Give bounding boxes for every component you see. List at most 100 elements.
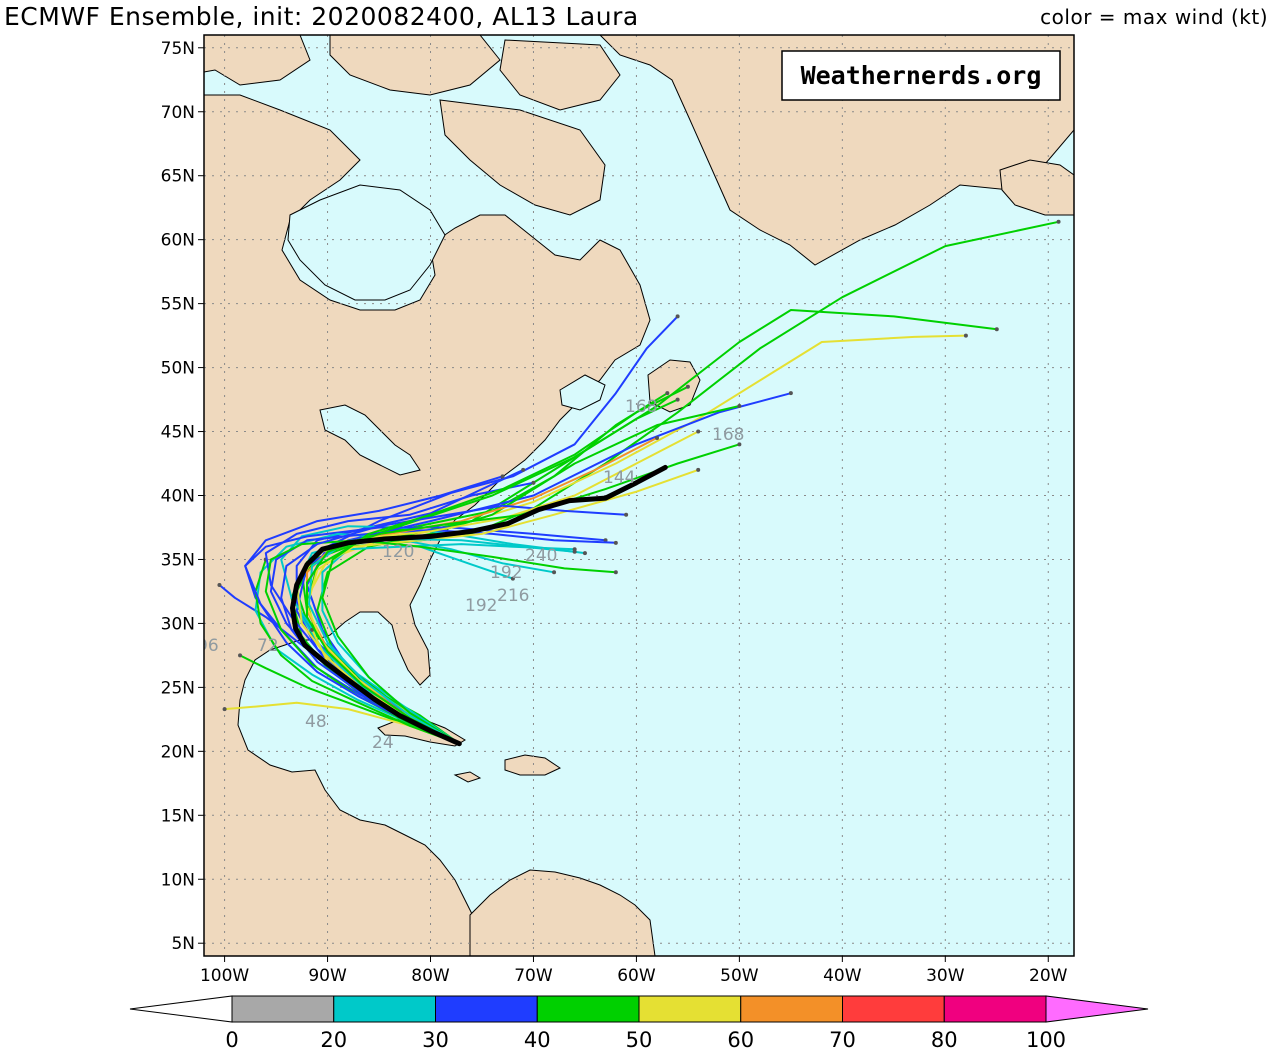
hour-label: 216	[497, 586, 529, 606]
lon-tick-label: 60W	[617, 966, 656, 986]
colorbar-label: 40	[524, 1028, 551, 1052]
arctic-island-3	[499, 39, 621, 111]
map-title: ECMWF Ensemble, init: 2020082400, AL13 L…	[4, 2, 639, 31]
ensemble-member-track	[280, 504, 627, 745]
track-end-point	[521, 467, 526, 472]
lat-tick-label: 75N	[161, 39, 195, 59]
colorbar-label: 80	[931, 1028, 958, 1052]
track-end-point	[572, 549, 577, 554]
lat-tick-label: 10N	[161, 870, 195, 890]
colorbar-label: 30	[422, 1028, 449, 1052]
colorbar-label: 60	[727, 1028, 754, 1052]
track-end-point	[994, 327, 999, 332]
track-end-point	[552, 570, 557, 575]
colorbar-label: 100	[1026, 1028, 1066, 1052]
ensemble-member-track	[244, 475, 503, 745]
hour-label: 192	[465, 596, 497, 616]
track-end-point	[238, 653, 243, 658]
hour-label: 192	[490, 563, 522, 583]
lat-tick-label: 70N	[161, 103, 195, 123]
lat-tick-label: 20N	[161, 742, 195, 762]
lat-tick-label: 15N	[161, 806, 195, 826]
colorbar-low-arrow	[129, 995, 233, 1023]
lat-tick-label: 35N	[161, 550, 195, 570]
track-end-point	[675, 397, 680, 402]
ensemble-tracks	[217, 219, 1061, 747]
lon-tick-label: 30W	[926, 966, 965, 986]
colorbar-segment	[536, 995, 640, 1023]
track-end-point	[603, 538, 608, 543]
lat-tick-label: 55N	[161, 295, 195, 315]
hour-label: 48	[305, 712, 327, 732]
colorbar-label: 70	[829, 1028, 856, 1052]
colorbar-label: 20	[320, 1028, 347, 1052]
track-end-point	[696, 429, 701, 434]
colorbar-label: 0	[225, 1028, 238, 1052]
lat-tick-label: 50N	[161, 359, 195, 379]
colorbar-segment	[333, 995, 436, 1023]
ensemble-member-track	[321, 385, 689, 745]
track-end-point	[737, 403, 742, 408]
hispaniola	[504, 754, 562, 776]
track-end-point	[510, 576, 515, 581]
ensemble-member-track	[308, 538, 575, 745]
ensemble-member-track	[306, 443, 740, 745]
jamaica	[453, 771, 482, 783]
colorbar-label: 50	[626, 1028, 653, 1052]
watermark-text: Weathernerds.org	[801, 61, 1042, 90]
track-end-point	[655, 435, 660, 440]
track-end-point	[222, 707, 227, 712]
inland-water	[287, 184, 606, 476]
hour-label: 168	[712, 425, 744, 445]
track-end-point	[582, 551, 587, 556]
track-end-point	[217, 583, 222, 588]
ensemble-member-track	[254, 559, 460, 745]
lat-tick-label: 25N	[161, 678, 195, 698]
lat-tick-label: 65N	[161, 167, 195, 187]
track-end-point	[675, 314, 680, 319]
lon-tick-label: 20W	[1029, 966, 1068, 986]
baffin-island	[439, 99, 606, 216]
lat-tick-label: 60N	[161, 231, 195, 251]
track-end-point	[696, 467, 701, 472]
track-end-point	[963, 333, 968, 338]
lon-tick-label: 40W	[823, 966, 862, 986]
hour-label: 120	[382, 542, 414, 562]
ensemble-member-track	[254, 532, 555, 745]
track-end-point	[613, 570, 618, 575]
track-end-point	[737, 442, 742, 447]
lon-tick-label: 80W	[411, 966, 450, 986]
track-end-point	[531, 480, 536, 485]
hour-label: 24	[372, 733, 394, 753]
hour-label: 240	[525, 546, 557, 566]
track-end-point	[1056, 219, 1061, 224]
track-end-point	[788, 391, 793, 396]
colorbar-segment	[842, 995, 945, 1023]
colorbar-segment	[231, 995, 335, 1023]
hour-label: 96	[197, 636, 219, 656]
iceland	[999, 159, 1074, 216]
colorbar-segment	[638, 995, 742, 1023]
watermark: Weathernerds.org	[781, 50, 1061, 101]
track-end-point	[613, 540, 618, 545]
hour-label: 72	[257, 636, 279, 656]
arctic-island-1	[204, 35, 311, 86]
colorbar-segment	[435, 995, 538, 1023]
north-america	[204, 94, 651, 956]
south-america	[469, 869, 656, 956]
latitude-axis: 75N 70N 65N 60N 55N 50N 45N 40N 35N 30N 25N 20N 15N 1…	[161, 39, 204, 954]
lon-tick-label: 100W	[200, 966, 249, 986]
great-lakes	[319, 404, 421, 476]
lon-tick-label: 50W	[720, 966, 759, 986]
forecast-hour-labels: 96 72 48 24 192 216 168 144 120 240 192 …	[197, 397, 744, 753]
track-end-point	[685, 384, 690, 389]
colorbar-high-arrow	[1045, 995, 1149, 1023]
hudson-bay	[287, 184, 446, 301]
colorbar-segment	[740, 995, 843, 1023]
longitude-axis: 100W 90W 80W 70W 60W 50W 40W 30W 20W	[200, 956, 1068, 986]
lon-tick-label: 90W	[308, 966, 347, 986]
lat-tick-label: 40N	[161, 487, 195, 507]
lon-tick-label: 70W	[514, 966, 553, 986]
arctic-island-2	[329, 35, 501, 96]
